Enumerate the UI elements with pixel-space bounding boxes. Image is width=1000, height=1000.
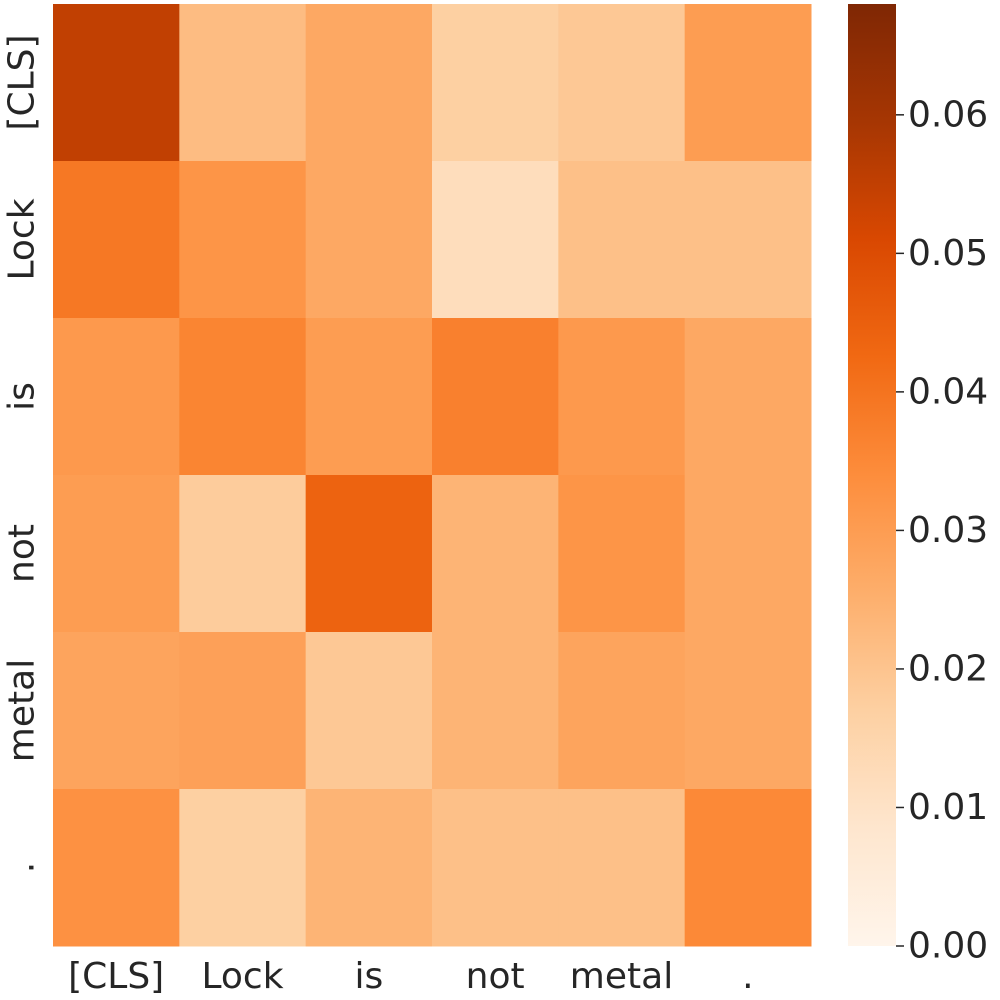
heatmap-cell bbox=[53, 161, 180, 319]
heatmap-cell bbox=[558, 318, 686, 476]
heatmap-cell bbox=[179, 4, 307, 162]
colorbar-tick-label: 0.00 bbox=[908, 926, 988, 967]
heatmap-cell bbox=[53, 318, 180, 476]
colorbar-tick-label: 0.04 bbox=[908, 371, 988, 412]
heatmap-cell bbox=[305, 789, 433, 947]
heatmap-cell bbox=[179, 632, 307, 790]
heatmap-cell bbox=[305, 318, 433, 476]
heatmap-cell bbox=[432, 475, 559, 633]
heatmap-cell bbox=[179, 789, 307, 947]
y-tick-label: [CLS] bbox=[2, 34, 43, 130]
heatmap-cell bbox=[684, 4, 812, 162]
y-axis-tick-labels: [CLS] Lock is not metal. bbox=[2, 34, 43, 873]
x-tick-label: . bbox=[742, 956, 753, 997]
heatmap-cell bbox=[179, 318, 307, 476]
heatmap-cell bbox=[684, 161, 812, 319]
heatmap-cell bbox=[684, 632, 812, 790]
heatmap-cell bbox=[53, 632, 180, 790]
heatmap-cell bbox=[305, 161, 433, 319]
colorbar-ticks: 0.00 0.01 0.02 0.03 0.04 0.05 0.06 bbox=[896, 94, 988, 967]
y-tick-label: is bbox=[2, 382, 43, 411]
heatmap-cell bbox=[305, 475, 433, 633]
heatmap-cell bbox=[53, 789, 180, 947]
heatmap-cell bbox=[432, 318, 559, 476]
x-tick-label: not bbox=[466, 956, 525, 997]
x-tick-label: [CLS] bbox=[68, 956, 164, 997]
heatmap-cell bbox=[305, 632, 433, 790]
y-tick-label: metal bbox=[2, 659, 43, 762]
heatmap-cell bbox=[53, 4, 180, 162]
colorbar-tick-label: 0.03 bbox=[908, 510, 988, 551]
y-tick-label: not bbox=[2, 524, 43, 583]
heatmap-cell bbox=[432, 789, 559, 947]
x-axis-tick-labels: [CLS] Lock is not metal. bbox=[68, 956, 753, 997]
heatmap-cell bbox=[432, 632, 559, 790]
heatmap-cell bbox=[684, 318, 812, 476]
colorbar-tick-label: 0.06 bbox=[908, 94, 988, 135]
x-tick-label: is bbox=[354, 956, 383, 997]
heatmap-cell bbox=[179, 161, 307, 319]
heatmap-cell bbox=[558, 632, 686, 790]
heatmap-cell bbox=[684, 475, 812, 633]
heatmap-cells bbox=[53, 4, 812, 947]
heatmap-cell bbox=[558, 161, 686, 319]
colorbar-tick-label: 0.02 bbox=[908, 648, 988, 689]
x-tick-label: Lock bbox=[201, 956, 283, 997]
heatmap-cell bbox=[305, 4, 433, 162]
colorbar: 0.00 0.01 0.02 0.03 0.04 0.05 0.06 bbox=[848, 4, 988, 967]
colorbar-gradient bbox=[848, 4, 896, 946]
heatmap-cell bbox=[558, 475, 686, 633]
x-tick-label: metal bbox=[570, 956, 673, 997]
heatmap-cell bbox=[558, 4, 686, 162]
colorbar-tick-label: 0.01 bbox=[908, 787, 988, 828]
y-tick-label: . bbox=[2, 862, 43, 873]
y-tick-label: Lock bbox=[2, 198, 43, 280]
heatmap-cell bbox=[684, 789, 812, 947]
heatmap-cell bbox=[432, 161, 559, 319]
heatmap-cell bbox=[558, 789, 686, 947]
heatmap-cell bbox=[53, 475, 180, 633]
heatmap-cell bbox=[432, 4, 559, 162]
colorbar-tick-label: 0.05 bbox=[908, 233, 988, 274]
heatmap-cell bbox=[179, 475, 307, 633]
